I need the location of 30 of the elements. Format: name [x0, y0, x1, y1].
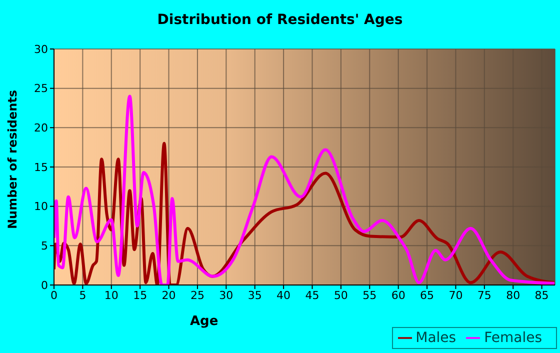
- y-axis-title: Number of residents: [5, 90, 20, 229]
- x-tick-label: 10: [104, 288, 118, 302]
- legend-label: Females: [484, 330, 542, 346]
- y-tick-label: 10: [34, 200, 48, 214]
- y-tick-label: 25: [34, 82, 48, 96]
- x-tick-label: 80: [506, 288, 520, 302]
- x-tick-label: 0: [50, 288, 58, 302]
- x-axis-title: Age: [190, 314, 218, 329]
- x-tick-label: 75: [477, 288, 492, 302]
- x-tick-label: 70: [448, 288, 463, 302]
- y-tick-label: 0: [41, 278, 48, 292]
- x-tick-label: 50: [334, 288, 348, 302]
- x-tick-label: 45: [305, 288, 320, 302]
- x-tick-label: 5: [79, 288, 86, 302]
- y-tick-label: 20: [34, 122, 48, 135]
- x-tick-label: 30: [219, 288, 234, 302]
- legend-label: Males: [416, 330, 456, 346]
- x-tick-label: 25: [190, 288, 204, 302]
- x-tick-label: 65: [420, 288, 434, 302]
- y-tick-label: 30: [34, 42, 48, 56]
- x-tick-label: 60: [391, 288, 406, 302]
- x-tick-label: 40: [276, 288, 291, 302]
- x-tick-label: 55: [362, 288, 377, 302]
- x-tick-label: 35: [248, 288, 262, 302]
- x-tick-label: 20: [162, 288, 176, 302]
- chart-title: Distribution of Residents' Ages: [156, 12, 404, 28]
- y-tick-label: 5: [41, 240, 48, 253]
- y-tick-label: 15: [34, 160, 48, 174]
- x-tick-label: 85: [534, 288, 549, 302]
- x-tick-label: 15: [133, 288, 148, 302]
